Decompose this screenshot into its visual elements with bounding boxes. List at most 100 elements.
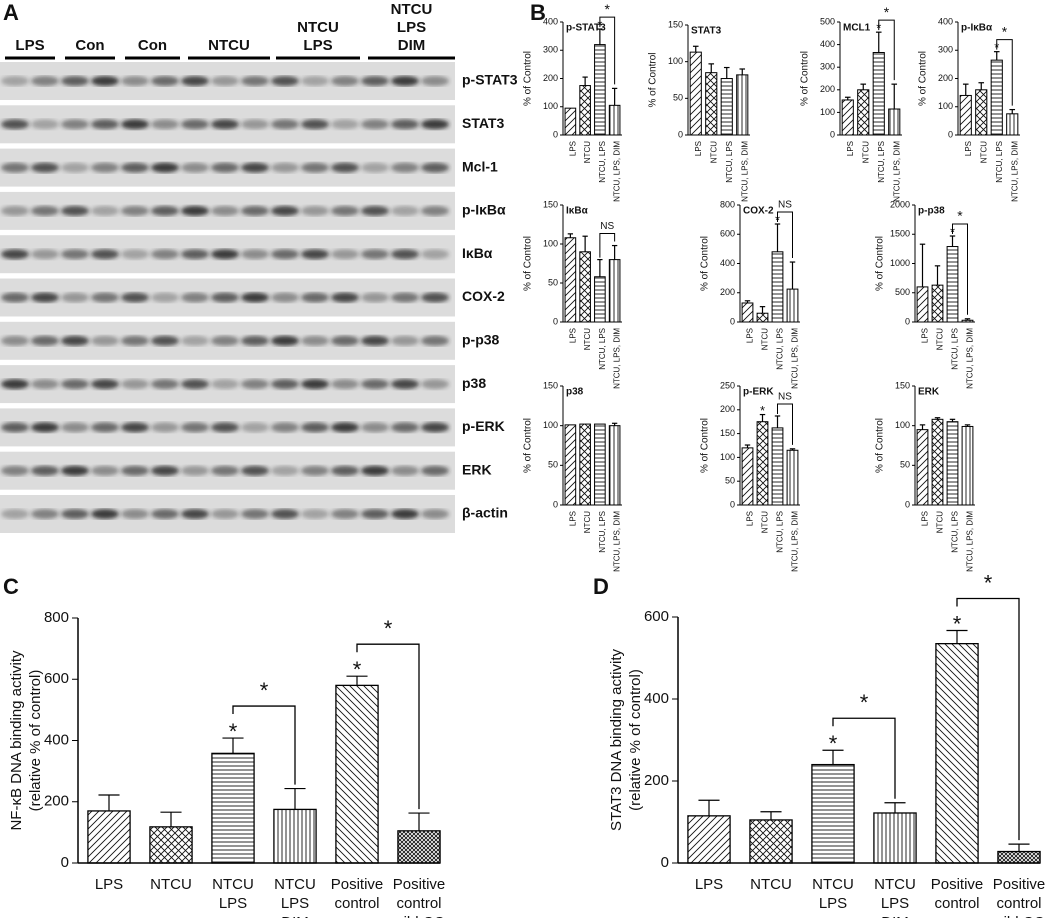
x-tick-label: control (396, 895, 441, 912)
blot-band (121, 509, 149, 519)
chart-title: MCL1 (843, 23, 871, 34)
blot-band (61, 162, 89, 173)
y-tick-label: 100 (668, 56, 683, 66)
x-tick-label: NTCU (274, 876, 316, 893)
y-tick-label: 150 (543, 199, 558, 209)
blot-band (31, 162, 59, 173)
x-tick-label: NTCU, LPS, DIM (613, 328, 622, 389)
y-tick-label: 600 (644, 608, 669, 625)
blot-band (271, 249, 299, 260)
blot-band (1, 509, 29, 519)
x-tick-label: NTCU (750, 876, 792, 893)
y-tick-label: 100 (938, 101, 953, 111)
blot-band (301, 422, 329, 433)
blot-band (421, 335, 449, 346)
error-bar (884, 802, 906, 813)
bar (961, 425, 974, 506)
blot-band (1, 422, 29, 433)
x-tick-label: LPS (846, 141, 855, 156)
bar (687, 815, 731, 864)
x-tick-label: NTCU, LPS, DIM (892, 141, 901, 202)
x-tick-label: NTCU, LPS (776, 328, 785, 370)
blot-band (31, 422, 59, 433)
y-tick-label: 0 (678, 129, 683, 139)
significance-star: * (229, 719, 238, 744)
significance-bracket (996, 39, 1013, 106)
blot-band (181, 335, 209, 346)
blot-band (271, 76, 299, 86)
chart-title: STAT3 (691, 26, 722, 37)
x-tick-label: NTCU (583, 141, 592, 163)
blot-band (1, 292, 29, 303)
y-tick-label: 400 (720, 258, 735, 268)
blot-band (121, 335, 149, 346)
x-tick-label: NTCU (709, 141, 718, 163)
y-axis-label: % of Control (523, 51, 534, 106)
lane-group-label: LPS (303, 37, 332, 54)
blot-band (271, 162, 299, 173)
error-bar (964, 424, 971, 427)
significance-bracket (956, 597, 1020, 841)
y-tick-label: 50 (548, 277, 558, 287)
error-bar (611, 244, 618, 260)
blot-band (181, 249, 209, 260)
blot-band (31, 292, 59, 303)
y-axis-label: % of Control (875, 236, 886, 291)
error-bar (408, 812, 430, 831)
blot-band (91, 379, 119, 390)
y-tick-label: 800 (720, 199, 735, 209)
y-tick-label: 400 (820, 39, 835, 49)
x-tick-label: control (334, 895, 379, 912)
x-tick-label: NTCU, LPS, DIM (1010, 141, 1019, 202)
error-bar (964, 318, 971, 321)
blot-band (361, 76, 389, 86)
error-bar (160, 811, 182, 827)
blot-band (121, 119, 149, 130)
x-tick-label: Positive (331, 876, 384, 893)
y-tick-label: 200 (543, 73, 558, 83)
x-tick-label: NTCU (150, 876, 192, 893)
x-tick-label: NTCU, LPS, DIM (613, 511, 622, 572)
x-tick-label: LPS (694, 141, 703, 156)
panel-label: B (530, 0, 546, 25)
bar (273, 808, 317, 864)
y-tick-label: 300 (938, 45, 953, 55)
blot-band (91, 292, 119, 303)
blot-band (91, 335, 119, 346)
y-tick-label: 300 (543, 45, 558, 55)
bar (997, 850, 1041, 864)
y-tick-label: 400 (543, 16, 558, 26)
blot-band (391, 335, 419, 346)
significance-star: * (829, 731, 838, 756)
blot-band (331, 509, 359, 519)
bar (741, 447, 754, 506)
blot-band (241, 335, 269, 346)
significance-bracket (777, 403, 793, 445)
chart-title: ERK (918, 387, 940, 398)
x-tick-label: LPS (219, 895, 247, 912)
blot-band (61, 509, 89, 519)
blot-band (241, 379, 269, 390)
blot-band (421, 509, 449, 519)
blot-band (301, 509, 329, 519)
y-axis-label: % of Control (875, 418, 886, 473)
bar (608, 259, 621, 323)
blot-band (61, 335, 89, 346)
blot-band (241, 509, 269, 519)
x-tick-label: NTCU (583, 328, 592, 350)
error-bar (774, 415, 781, 428)
error-bar (891, 83, 898, 110)
error-bar (934, 265, 941, 286)
bar (579, 85, 591, 136)
blot-band (301, 162, 329, 173)
significance-label: * (984, 570, 993, 595)
bar (689, 51, 702, 136)
y-axis-label: % of Control (918, 51, 929, 106)
blot-band (271, 292, 299, 303)
blot-band (211, 292, 239, 303)
blot-band (121, 465, 149, 476)
blot-band (391, 249, 419, 260)
y-tick-label: 0 (553, 499, 558, 509)
bar (786, 449, 799, 506)
